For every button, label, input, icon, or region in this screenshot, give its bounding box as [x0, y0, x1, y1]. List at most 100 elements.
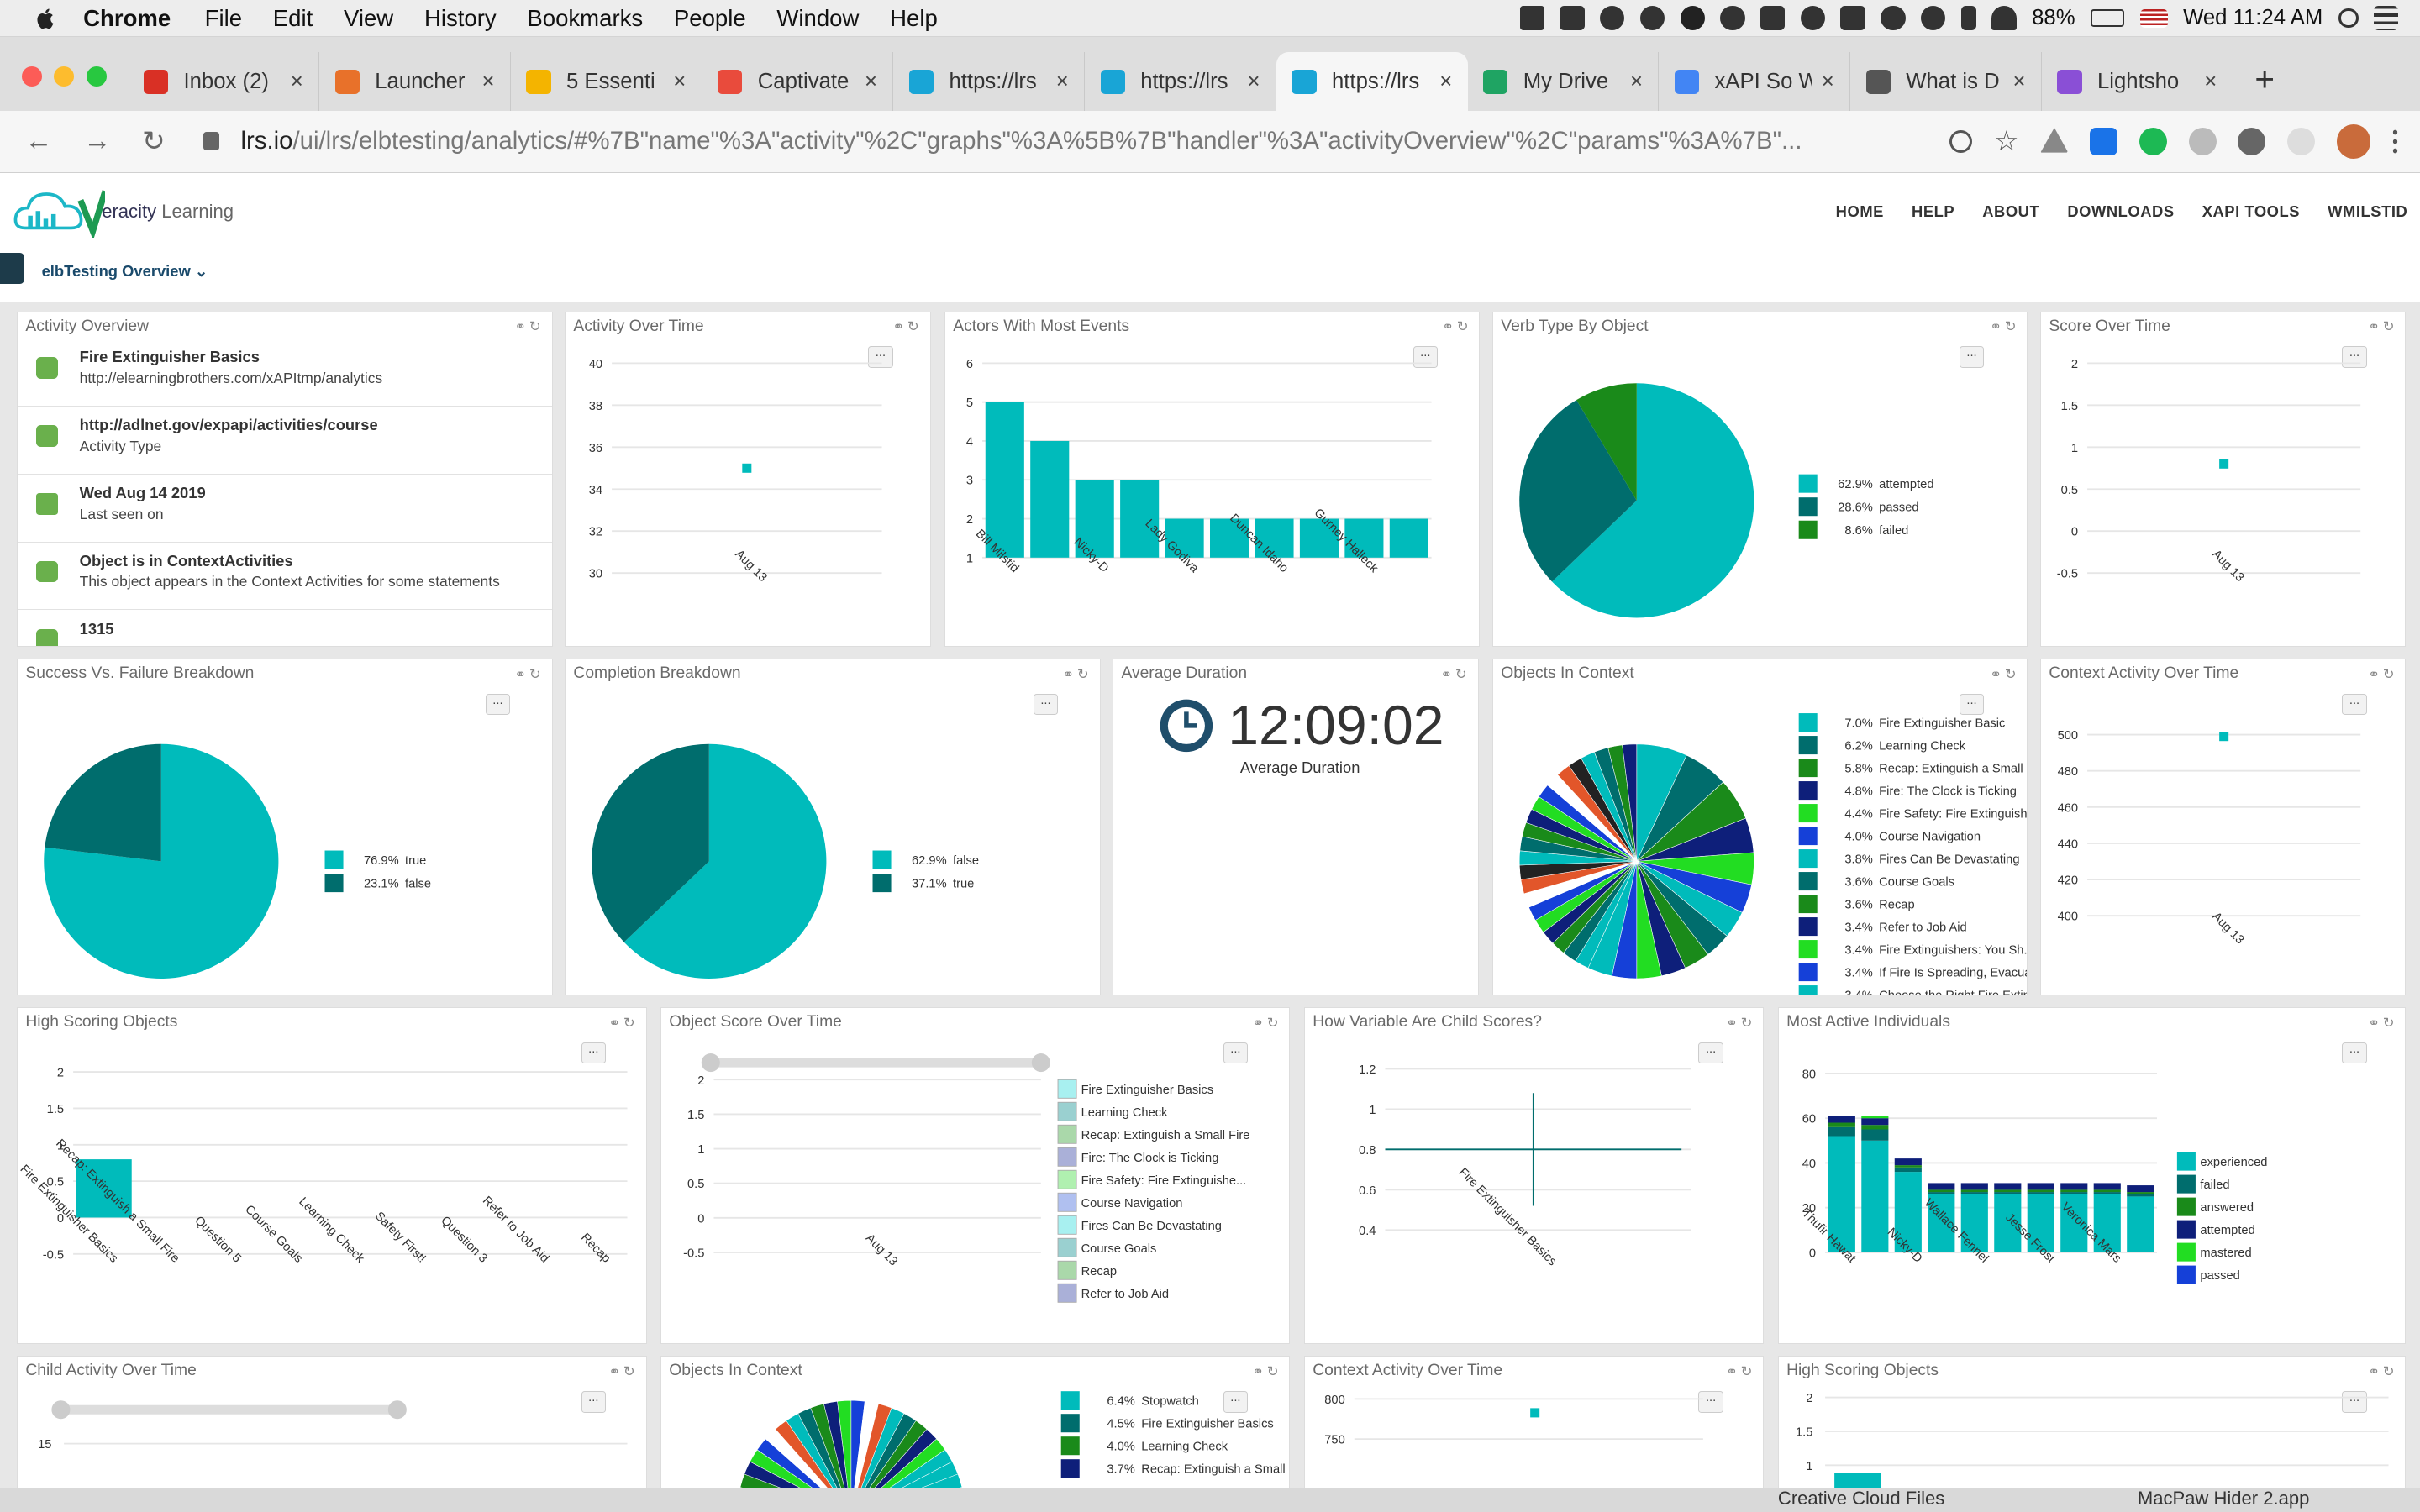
battery-icon[interactable] [2090, 9, 2125, 27]
clock[interactable]: Wed 11:24 AM [2183, 6, 2323, 30]
tab-0[interactable]: Inbox (2) × [128, 52, 320, 112]
spotlight-icon[interactable] [2338, 8, 2359, 29]
close-tab-icon[interactable]: × [2012, 69, 2026, 93]
panel-link-refresh-icons[interactable]: ⚭↻ [608, 1362, 639, 1379]
more-button[interactable]: ... [1223, 1042, 1249, 1064]
notification-center-icon[interactable] [2373, 5, 2399, 31]
panel-link-refresh-icons[interactable]: ⚭↻ [1252, 1362, 1282, 1379]
panel-link-refresh-icons[interactable]: ⚭↻ [1990, 665, 2020, 682]
more-button[interactable]: ... [1959, 693, 1985, 716]
panel-link-refresh-icons[interactable]: ⚭↻ [2368, 665, 2398, 682]
minimize-window-button[interactable] [54, 66, 75, 87]
close-tab-icon[interactable]: × [481, 69, 495, 93]
panel-link-refresh-icons[interactable]: ⚭↻ [892, 318, 923, 335]
more-button[interactable]: ... [1698, 1042, 1723, 1064]
flower-ext-icon[interactable] [2287, 127, 2316, 155]
dashboard-selector[interactable]: elbTesting Overview ⌄ [42, 262, 208, 281]
menu-view[interactable]: View [343, 4, 394, 31]
panel-link-refresh-icons[interactable]: ⚭↻ [2368, 1362, 2398, 1379]
panel-link-refresh-icons[interactable]: ⚭↻ [1726, 1014, 1756, 1031]
avatar[interactable] [2336, 124, 2371, 159]
nav-home[interactable]: HOME [1835, 202, 1884, 220]
panel-link-refresh-icons[interactable]: ⚭↻ [1062, 665, 1092, 682]
sidebar-toggle-icon[interactable] [0, 253, 25, 284]
nav-help[interactable]: HELP [1912, 202, 1955, 220]
close-tab-icon[interactable]: × [1630, 69, 1644, 93]
close-tab-icon[interactable]: × [1247, 69, 1260, 93]
close-tab-icon[interactable]: × [2204, 69, 2217, 93]
dock-item-creative-cloud[interactable]: Creative Cloud Files [1777, 1487, 1945, 1509]
panel-link-refresh-icons[interactable]: ⚭↻ [1252, 1014, 1282, 1031]
more-button[interactable]: ... [1223, 1390, 1249, 1413]
more-button[interactable]: ... [2342, 1390, 2367, 1413]
more-button[interactable]: ... [2342, 346, 2367, 369]
more-button[interactable]: ... [2342, 693, 2367, 716]
sync-icon[interactable] [1881, 5, 1906, 31]
menu-edit[interactable]: Edit [272, 4, 313, 31]
nav-downloads[interactable]: DOWNLOADS [2067, 202, 2175, 220]
tab-1[interactable]: Launcher × [319, 52, 511, 112]
dollar-icon[interactable] [1720, 5, 1745, 31]
tab-9[interactable]: What is D × [1850, 52, 2042, 112]
drive-ext-icon[interactable] [2040, 127, 2069, 153]
tab-10[interactable]: Lightsho × [2042, 52, 2233, 112]
close-tab-icon[interactable]: × [1439, 69, 1453, 93]
more-button[interactable]: ... [1698, 1390, 1723, 1413]
veracity-logo[interactable]: eracity Learning [13, 185, 234, 238]
nav-about[interactable]: ABOUT [1982, 202, 2040, 220]
tab-6[interactable]: https://lrs × [1276, 52, 1468, 112]
dock-item-macpaw[interactable]: MacPaw Hider 2.app [2137, 1487, 2310, 1509]
close-tab-icon[interactable]: × [1821, 69, 1834, 93]
chrome-menu-icon[interactable] [2391, 127, 2399, 155]
tab-8[interactable]: xAPI So W × [1659, 52, 1851, 112]
shield-icon[interactable] [1800, 5, 1826, 31]
back-icon[interactable]: ← [24, 125, 53, 157]
zoom-icon[interactable] [1949, 129, 1973, 154]
tab-3[interactable]: Captivate × [702, 52, 894, 112]
forward-icon[interactable]: → [83, 125, 112, 157]
more-button[interactable]: ... [485, 693, 511, 716]
panel-link-refresh-icons[interactable]: ⚭↻ [1990, 318, 2020, 335]
more-button[interactable]: ... [1033, 693, 1059, 716]
new-tab-button[interactable]: + [2254, 59, 2275, 98]
panel-link-refresh-icons[interactable]: ⚭↻ [608, 1014, 639, 1031]
u-ext-icon[interactable] [2188, 127, 2217, 155]
skype-icon[interactable] [1639, 5, 1665, 31]
battery-percent[interactable]: 88% [2032, 6, 2075, 30]
star-icon[interactable]: ☆ [1993, 126, 2019, 158]
more-button[interactable]: ... [581, 1042, 606, 1064]
app-menu-chrome[interactable]: Chrome [83, 4, 171, 31]
circle-ext-icon[interactable] [2238, 127, 2266, 155]
bluetooth-icon[interactable] [1960, 5, 1977, 31]
menu-people[interactable]: People [673, 4, 746, 31]
lock-icon[interactable] [203, 132, 219, 151]
wifi-icon[interactable] [1991, 5, 2017, 31]
drive-icon[interactable] [1560, 5, 1585, 31]
panel-link-refresh-icons[interactable]: ⚭↻ [514, 318, 544, 335]
more-button[interactable]: ... [868, 346, 893, 369]
panel-link-refresh-icons[interactable]: ⚭↻ [1440, 665, 1470, 682]
url-field[interactable]: lrs.io/ui/lrs/elbtesting/analytics/#%7B"… [203, 127, 1928, 155]
apple-icon[interactable] [34, 6, 58, 30]
dropbox-icon[interactable] [1519, 5, 1544, 31]
zoom-window-button[interactable] [86, 66, 107, 87]
close-tab-icon[interactable]: × [290, 69, 303, 93]
more-button[interactable]: ... [1959, 346, 1985, 369]
nav-xapi-tools[interactable]: XAPI TOOLS [2202, 202, 2301, 220]
close-tab-icon[interactable]: × [865, 69, 878, 93]
tab-2[interactable]: 5 Essenti × [511, 52, 702, 112]
more-button[interactable]: ... [1413, 346, 1438, 369]
panel-link-refresh-icons[interactable]: ⚭↻ [2368, 318, 2398, 335]
display-icon[interactable] [1760, 5, 1786, 31]
panel-link-refresh-icons[interactable]: ⚭↻ [2368, 1014, 2398, 1031]
close-tab-icon[interactable]: × [1055, 69, 1069, 93]
menu-help[interactable]: Help [890, 4, 938, 31]
menu-file[interactable]: File [204, 4, 243, 31]
panel-link-refresh-icons[interactable]: ⚭↻ [1726, 1362, 1756, 1379]
menu-history[interactable]: History [424, 4, 497, 31]
airplay-icon[interactable] [1840, 5, 1865, 31]
nav-user[interactable]: WMILSTID [2328, 202, 2408, 220]
close-tab-icon[interactable]: × [673, 69, 687, 93]
more-button[interactable]: ... [2342, 1042, 2367, 1064]
panel-link-refresh-icons[interactable]: ⚭↻ [514, 665, 544, 682]
